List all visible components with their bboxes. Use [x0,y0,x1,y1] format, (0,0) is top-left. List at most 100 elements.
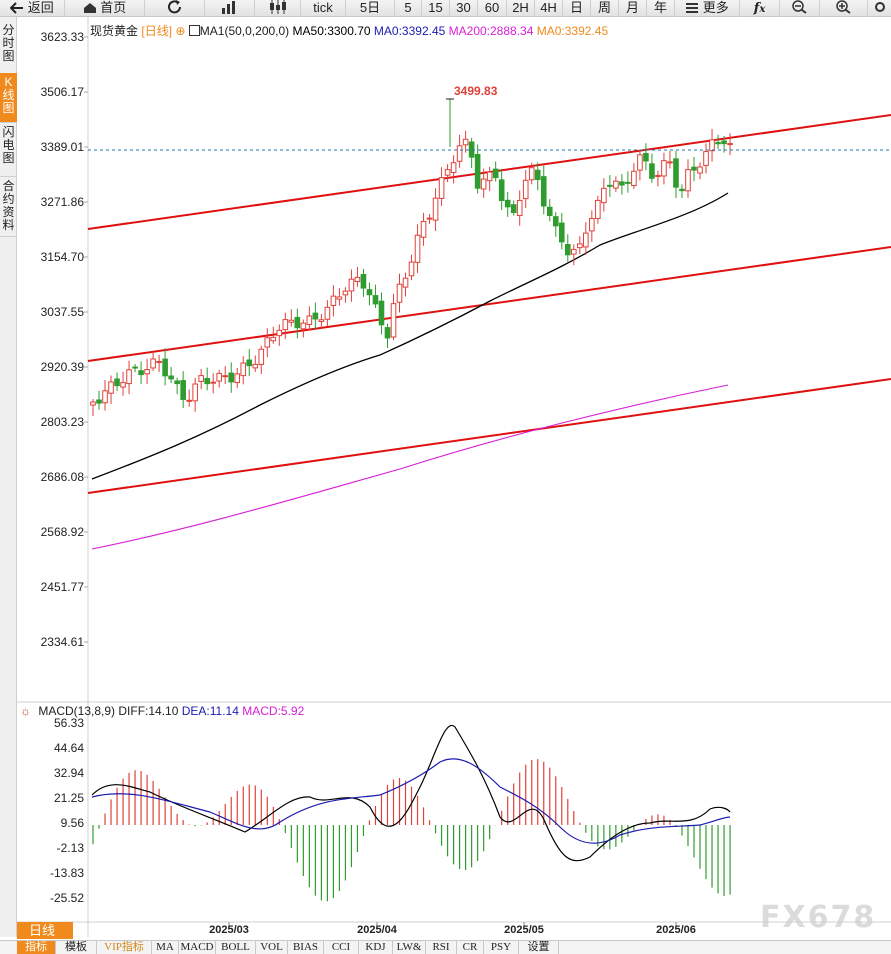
indicator-tab[interactable]: 设置 [519,941,559,954]
ma-settings-icon[interactable] [188,25,200,36]
macd-tick-label: 21.25 [54,791,84,805]
macd-diff: DIFF:14.10 [118,704,179,718]
candle-body [186,399,192,402]
bar-chart-icon [221,1,235,14]
price-tick-label: 2334.61 [41,635,85,649]
week-button[interactable]: 周 [591,0,619,17]
5day-button[interactable]: 5日 [346,0,395,17]
candle-body [631,170,637,187]
back-button[interactable]: 返回 [0,0,65,17]
trendline [87,246,891,362]
indicator-tab[interactable]: RSI [426,941,457,954]
price-tick-label: 2920.39 [41,360,85,374]
tab-flash[interactable]: 闪电图 [0,123,17,177]
candle-body [504,199,511,208]
candle-body [679,188,685,192]
indicator-tab[interactable]: MACD [179,941,216,954]
candle-body [324,306,331,320]
indicator-tab[interactable]: BIAS [288,941,324,954]
macd-value: MACD:5.92 [242,704,305,718]
2h-button[interactable]: 2H [507,0,535,17]
high-marker [446,98,454,147]
tab-flash-label: 闪电图 [2,125,15,165]
more-button[interactable]: 更多 [675,0,740,17]
period-tag[interactable]: 日线 [17,922,73,939]
candle-body [162,358,168,377]
candle-body [703,151,709,166]
candle-body [282,319,289,331]
chart-canvas[interactable]: 3623.33 3506.17 3389.01 3271.86 3154.70 3037.… [0,17,891,937]
indicator-tab[interactable]: BOLL [216,941,256,954]
price-tick-label: 2568.92 [41,525,85,539]
tab-kline[interactable]: K线图 [0,73,17,123]
day-button[interactable]: 日 [563,0,591,17]
candle-body [727,143,733,146]
4h-button[interactable]: 4H [535,0,563,17]
month-button[interactable]: 月 [619,0,647,17]
candle-body [414,234,421,263]
indicator-tab[interactable]: CCI [324,941,359,954]
candle-body [246,359,253,367]
indicator-tab[interactable]: 指标 [17,941,56,954]
indicator-tab[interactable]: KDJ [359,941,393,954]
year-button[interactable]: 年 [647,0,675,17]
indicator-tab[interactable]: 模板 [56,941,97,954]
5min-label: 5 [404,0,412,15]
candle-body [673,158,679,188]
candle-body [354,276,361,283]
15min-button[interactable]: 15 [422,0,450,17]
4h-label: 4H [540,0,557,15]
tab-timeshare-label: 分时图 [2,23,15,63]
macd-tick-label: 56.33 [54,716,84,730]
60min-button[interactable]: 60 [478,0,507,17]
indicator-tab[interactable]: PSY [484,941,519,954]
tab-timeshare[interactable]: 分时图 [0,21,17,75]
price-tick-label: 3037.55 [41,305,85,319]
trendline [87,378,891,494]
tick-button[interactable]: tick [301,0,346,17]
back-arrow-icon [9,2,24,14]
candle-body [655,174,661,177]
candle-body [288,319,295,323]
candle-body [360,273,367,289]
refresh-icon [167,0,181,14]
macd-tick-label: -25.52 [50,891,84,905]
candle-body [102,390,108,404]
date-tick-label: 2025/03 [209,924,249,936]
candle-body [312,312,319,320]
refresh-button[interactable] [145,0,205,17]
zoom-in-button[interactable] [820,0,868,17]
period-label[interactable]: [日线] [141,24,173,38]
5min-button[interactable]: 5 [395,0,422,17]
formula-button[interactable]: fx [740,0,780,17]
candle-button[interactable] [255,0,301,17]
macd-settings-icon[interactable]: ☼ [20,704,31,718]
menu-icon [686,3,699,13]
indicator-tab[interactable]: VIP指标 [97,941,152,954]
macd-lines [91,724,731,862]
settings-button[interactable] [868,0,891,17]
candle-body [661,160,667,177]
price-tick-label: 3389.01 [41,140,85,154]
add-circle-icon[interactable]: ⊕ [175,24,186,38]
candle-body [498,179,505,201]
tab-contract[interactable]: 合约资料 [0,177,17,237]
candle-body [613,180,619,189]
week-label: 周 [597,0,611,15]
home-button[interactable]: 首页 [65,0,145,17]
candle-body [607,184,613,187]
indicator-tab[interactable]: CR [457,941,484,954]
candle-body [108,381,114,394]
30min-button[interactable]: 30 [450,0,478,17]
indicator-tab[interactable]: MA [152,941,179,954]
bar-chart-button[interactable] [205,0,255,17]
indicator-tab[interactable]: VOL [256,941,288,954]
indicator-tab[interactable]: LW& [393,941,426,954]
toolbar: 返回 首页 tick 5日 5 15 30 60 2H 4H 日 周 月 年 更… [0,0,891,17]
candle-body [366,289,373,296]
zoom-out-button[interactable] [780,0,820,17]
candle-body [402,277,409,288]
candle-body [601,187,607,204]
candle-body [438,177,445,199]
candle-body [336,296,343,300]
